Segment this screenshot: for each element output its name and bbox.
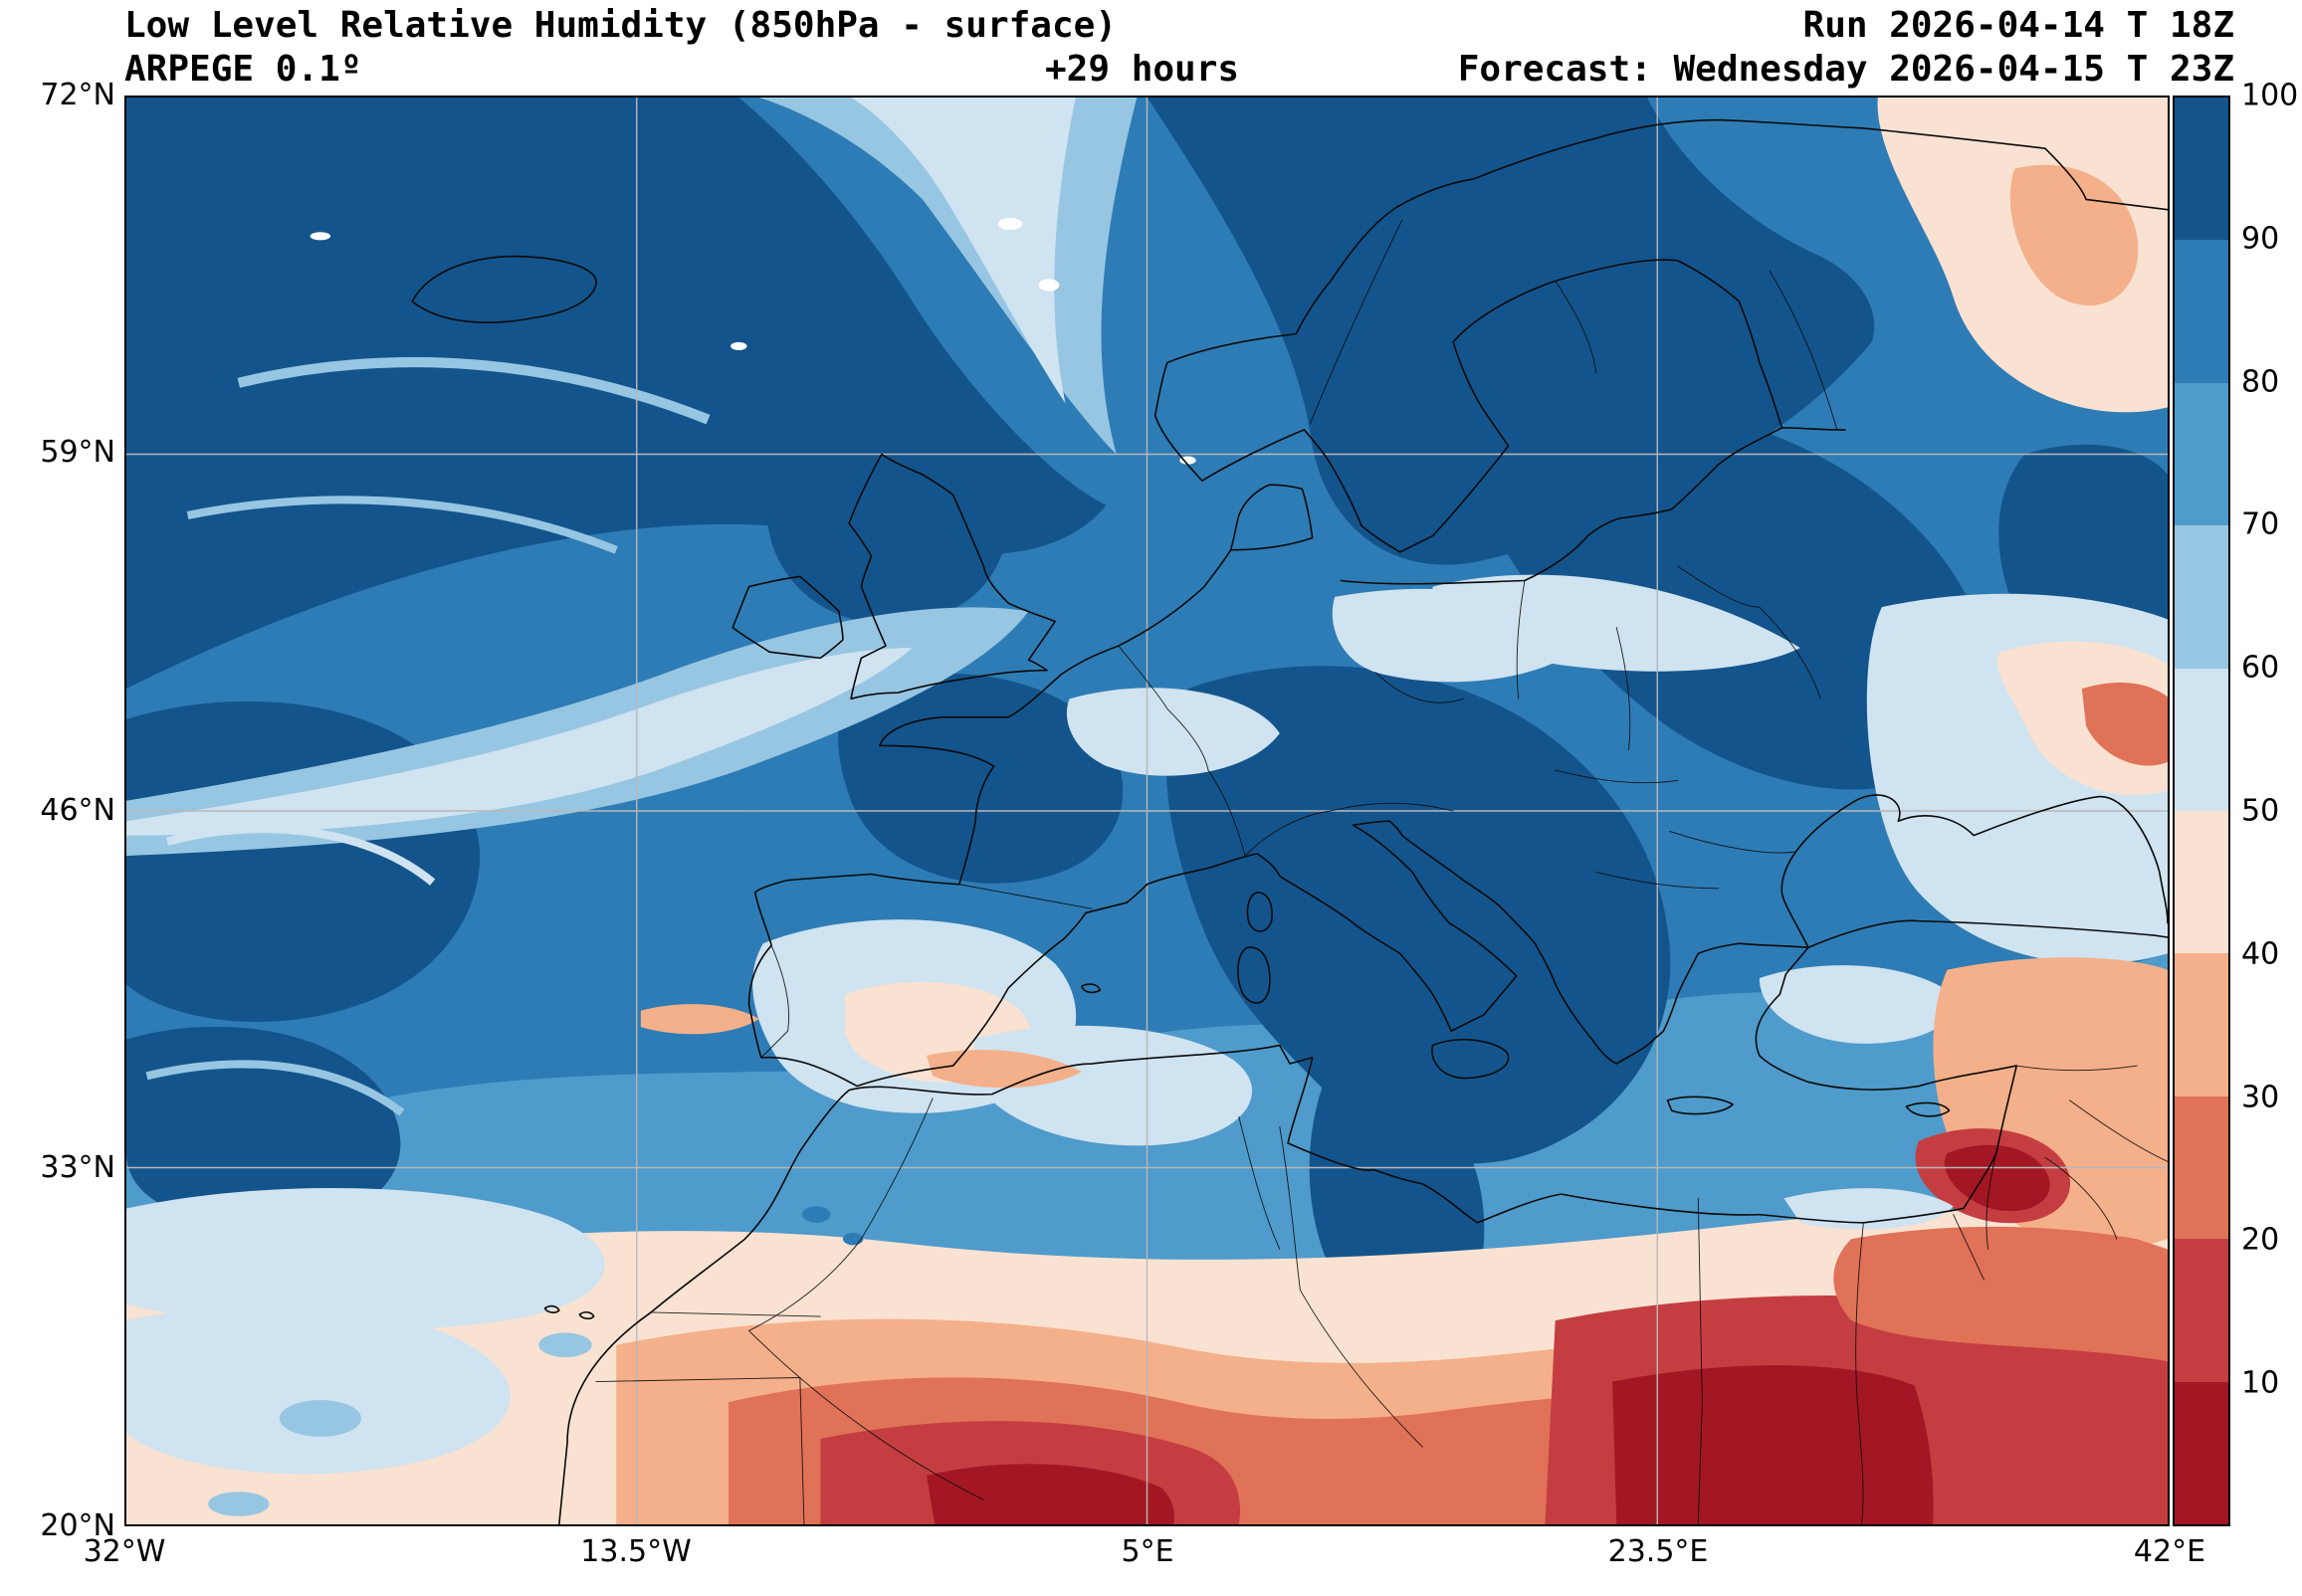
colorbar-tick-label: 40 xyxy=(2241,936,2280,972)
coastlines xyxy=(412,120,2168,1524)
colorbar-tick-label: 20 xyxy=(2241,1222,2280,1258)
y-tick-label: 72°N xyxy=(40,77,115,112)
map-plot-area xyxy=(124,96,2170,1526)
colorbar-segment xyxy=(2175,668,2228,812)
colorbar-segment xyxy=(2175,953,2228,1097)
colorbar-segment xyxy=(2175,240,2228,383)
x-tick-label: 42°E xyxy=(2133,1534,2206,1569)
y-tick-label: 59°N xyxy=(40,434,115,470)
lead-time-label: +29 hours xyxy=(1045,49,1240,90)
colorbar-tick-label: 100 xyxy=(2241,78,2299,113)
forecast-label: Forecast: Wednesday 2026-04-15 T 23Z xyxy=(1457,49,2234,90)
colorbar-tick-label: 50 xyxy=(2241,793,2280,829)
colorbar-segment xyxy=(2175,1381,2228,1525)
y-tick-label: 46°N xyxy=(40,792,115,828)
x-tick-label: 23.5°E xyxy=(1607,1534,1709,1569)
y-tick-label: 20°N xyxy=(40,1507,115,1543)
run-label: Run 2026-04-14 T 18Z xyxy=(1802,5,2234,46)
colorbar-tick-label: 80 xyxy=(2241,364,2280,400)
country-borders xyxy=(596,220,2168,1524)
x-tick-label: 32°W xyxy=(83,1534,166,1569)
colorbar-tick-label: 10 xyxy=(2241,1365,2280,1401)
colorbar-segment xyxy=(2175,382,2228,526)
colorbar-tick-label: 90 xyxy=(2241,221,2280,257)
humidity-map xyxy=(126,98,2168,1524)
x-tick-label: 13.5°W xyxy=(580,1534,692,1569)
colorbar-segment xyxy=(2175,1239,2228,1382)
colorbar-tick-label: 30 xyxy=(2241,1080,2280,1115)
colorbar-segment xyxy=(2175,525,2228,669)
x-tick-label: 5°E xyxy=(1121,1534,1174,1569)
colorbar-tick-label: 70 xyxy=(2241,506,2280,542)
colorbar-segment xyxy=(2175,1096,2228,1240)
model-label: ARPEGE 0.1º xyxy=(124,49,362,90)
chart-title: Low Level Relative Humidity (850hPa - su… xyxy=(124,5,1117,46)
colorbar xyxy=(2173,96,2230,1526)
lat-lon-gridlines xyxy=(126,98,2168,1524)
colorbar-tick-label: 60 xyxy=(2241,650,2280,686)
colorbar-segment xyxy=(2175,811,2228,954)
y-tick-label: 33°N xyxy=(40,1149,115,1185)
colorbar-segment xyxy=(2175,98,2228,241)
